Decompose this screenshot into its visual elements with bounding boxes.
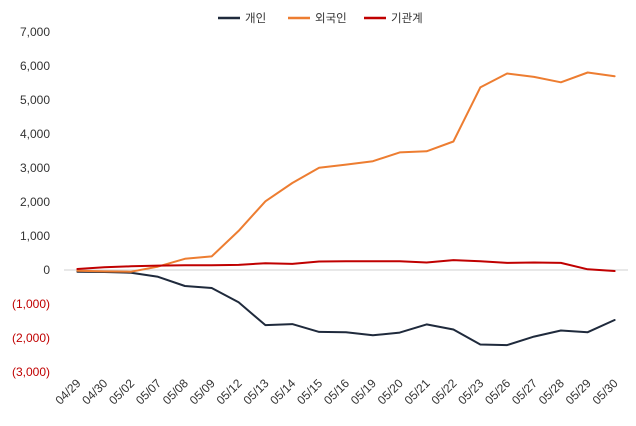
legend-label: 기관계 bbox=[391, 11, 423, 25]
x-tick-label: 05/08 bbox=[160, 376, 191, 407]
y-tick-label: 1,000 bbox=[20, 229, 50, 243]
y-tick-label: 3,000 bbox=[20, 161, 50, 175]
legend-label: 외국인 bbox=[315, 11, 347, 25]
x-tick-label: 05/28 bbox=[536, 376, 567, 407]
x-axis-ticks: 04/2904/3005/0205/0705/0805/0905/1205/13… bbox=[52, 376, 621, 407]
x-tick-label: 05/14 bbox=[267, 376, 298, 407]
x-tick-label: 05/22 bbox=[428, 376, 459, 407]
y-tick-label: 0 bbox=[43, 263, 50, 277]
y-tick-label: (1,000) bbox=[12, 297, 50, 311]
y-tick-label: 5,000 bbox=[20, 93, 50, 107]
y-tick-label: 4,000 bbox=[20, 127, 50, 141]
x-tick-label: 05/15 bbox=[294, 376, 325, 407]
x-tick-label: 05/30 bbox=[590, 376, 621, 407]
y-axis-ticks: 7,000 6,000 5,000 4,000 3,000 2,000 1,000 0 (1,0… bbox=[12, 25, 50, 379]
x-tick-label: 05/13 bbox=[240, 376, 271, 407]
x-tick-label: 05/02 bbox=[106, 376, 137, 407]
series-line-0 bbox=[76, 270, 616, 347]
x-tick-label: 05/23 bbox=[455, 376, 486, 407]
x-tick-label: 05/27 bbox=[509, 376, 540, 407]
x-tick-label: 05/19 bbox=[348, 376, 379, 407]
x-tick-label: 05/16 bbox=[321, 376, 352, 407]
x-tick-label: 05/29 bbox=[563, 376, 594, 407]
series-line-1 bbox=[76, 71, 616, 273]
x-tick-label: 04/30 bbox=[79, 376, 110, 407]
y-tick-label: 2,000 bbox=[20, 195, 50, 209]
y-tick-label: (3,000) bbox=[12, 365, 50, 379]
x-tick-label: 05/09 bbox=[187, 376, 218, 407]
x-tick-label: 05/07 bbox=[133, 376, 164, 407]
legend-label: 개인 bbox=[245, 11, 266, 25]
series-line-2 bbox=[76, 259, 616, 272]
y-tick-label: (2,000) bbox=[12, 331, 50, 345]
x-tick-label: 05/20 bbox=[375, 376, 406, 407]
y-tick-label: 7,000 bbox=[20, 25, 50, 39]
x-tick-label: 05/12 bbox=[214, 376, 245, 407]
x-tick-label: 05/26 bbox=[482, 376, 513, 407]
x-tick-label: 04/29 bbox=[52, 376, 83, 407]
y-tick-label: 6,000 bbox=[20, 59, 50, 73]
series-lines bbox=[76, 71, 616, 347]
legend: 개인 외국인 기관계 bbox=[218, 11, 423, 25]
x-tick-label: 05/21 bbox=[402, 376, 433, 407]
